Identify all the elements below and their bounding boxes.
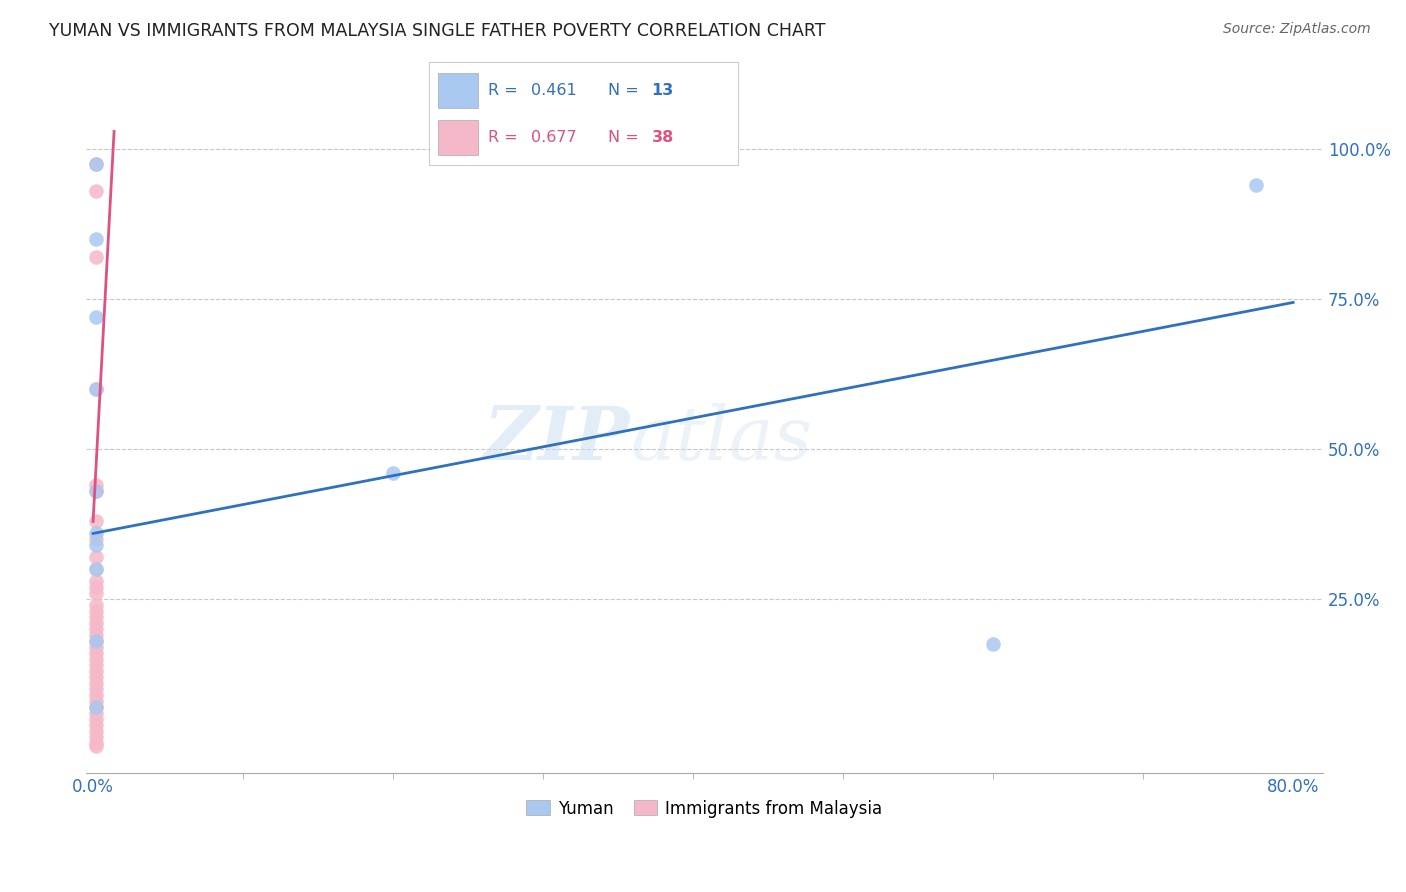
Point xyxy=(84,694,107,708)
Point xyxy=(382,467,405,481)
Point xyxy=(84,484,107,499)
Point xyxy=(84,689,107,703)
Text: R =: R = xyxy=(488,130,523,145)
Point xyxy=(84,713,107,727)
Text: 0.461: 0.461 xyxy=(531,83,576,97)
Text: ZIP: ZIP xyxy=(484,403,630,475)
Point xyxy=(84,676,107,690)
Point xyxy=(84,538,107,552)
Point xyxy=(84,634,107,648)
Point xyxy=(84,574,107,589)
Point xyxy=(84,533,107,547)
Text: Source: ZipAtlas.com: Source: ZipAtlas.com xyxy=(1223,22,1371,37)
Point xyxy=(84,640,107,655)
Point xyxy=(84,610,107,624)
Text: R =: R = xyxy=(488,83,523,97)
Point xyxy=(84,581,107,595)
Point xyxy=(84,665,107,679)
Point xyxy=(84,185,107,199)
Point xyxy=(84,652,107,666)
Point xyxy=(84,310,107,325)
Text: atlas: atlas xyxy=(630,403,813,475)
Point xyxy=(84,562,107,576)
Point xyxy=(84,383,107,397)
Point xyxy=(84,658,107,673)
Point xyxy=(84,232,107,246)
Bar xyxy=(439,120,478,155)
Point xyxy=(84,706,107,721)
Point xyxy=(84,562,107,576)
Point xyxy=(981,637,1004,651)
Point xyxy=(84,251,107,265)
Point xyxy=(84,628,107,642)
Point xyxy=(84,700,107,714)
Point xyxy=(84,682,107,697)
Point xyxy=(84,157,107,171)
Point xyxy=(84,731,107,745)
Point xyxy=(84,157,107,171)
Point xyxy=(84,526,107,541)
Point xyxy=(84,700,107,714)
Point xyxy=(84,724,107,739)
Legend: Yuman, Immigrants from Malaysia: Yuman, Immigrants from Malaysia xyxy=(520,793,889,824)
Point xyxy=(84,634,107,648)
Point xyxy=(84,736,107,750)
Point xyxy=(84,599,107,613)
Point xyxy=(84,604,107,618)
Point xyxy=(84,484,107,499)
Bar xyxy=(439,73,478,108)
Text: 0.677: 0.677 xyxy=(531,130,576,145)
Point xyxy=(84,515,107,529)
Text: 13: 13 xyxy=(651,83,673,97)
Point xyxy=(84,739,107,754)
Text: N =: N = xyxy=(609,130,644,145)
Point xyxy=(84,586,107,600)
Text: N =: N = xyxy=(609,83,644,97)
Point xyxy=(84,383,107,397)
Point xyxy=(1244,178,1267,193)
Point xyxy=(84,718,107,732)
Text: YUMAN VS IMMIGRANTS FROM MALAYSIA SINGLE FATHER POVERTY CORRELATION CHART: YUMAN VS IMMIGRANTS FROM MALAYSIA SINGLE… xyxy=(49,22,825,40)
Text: 38: 38 xyxy=(651,130,673,145)
Point xyxy=(84,550,107,565)
Point xyxy=(84,670,107,684)
Point xyxy=(84,616,107,631)
Point xyxy=(84,647,107,661)
Point xyxy=(84,623,107,637)
Point xyxy=(84,478,107,492)
